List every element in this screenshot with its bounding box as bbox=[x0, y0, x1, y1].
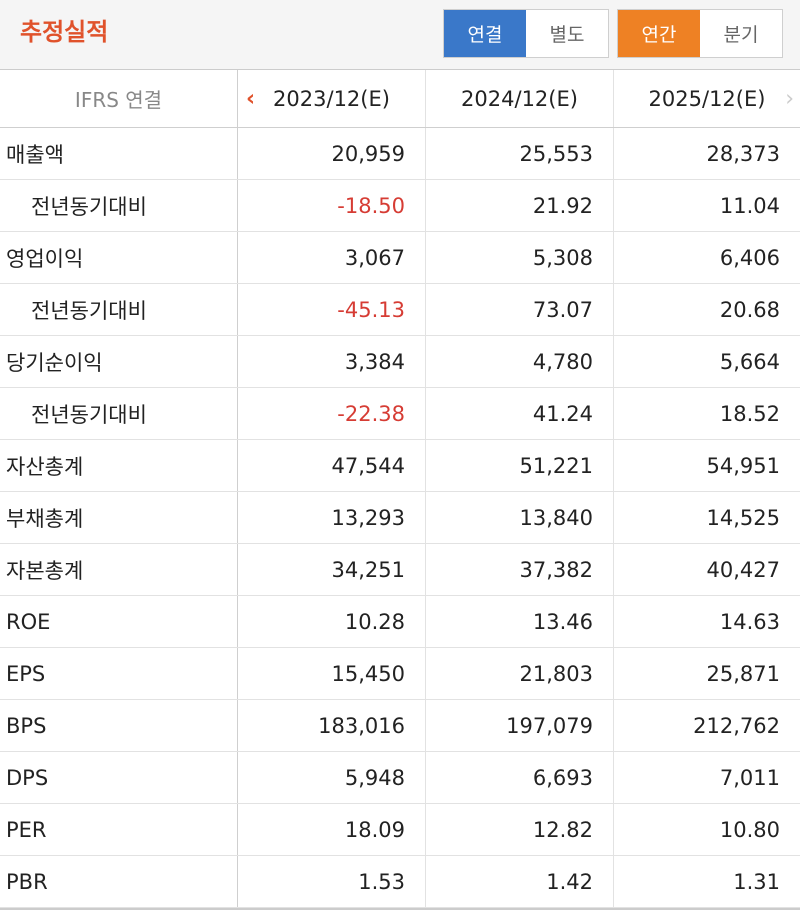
table-cell: 5,308 bbox=[426, 232, 614, 283]
table-cell: 34,251 bbox=[238, 544, 426, 595]
header-bar: 추정실적 연결 별도 연간 분기 bbox=[0, 0, 800, 70]
table-cell: 12.82 bbox=[426, 804, 614, 855]
table-cell: 183,016 bbox=[238, 700, 426, 751]
table-cell: 25,553 bbox=[426, 128, 614, 179]
table-row: PBR 1.53 1.42 1.31 bbox=[0, 856, 800, 908]
table-cell: 11.04 bbox=[719, 193, 780, 218]
table-cell: 5,948 bbox=[238, 752, 426, 803]
table-cell: 4,780 bbox=[426, 336, 614, 387]
column-header-1: ‹ 2023/12(E) bbox=[238, 70, 426, 127]
table-row: DPS 5,948 6,693 7,011 bbox=[0, 752, 800, 804]
table-cell: 15,450 bbox=[238, 648, 426, 699]
table-cell: 7,011 bbox=[719, 765, 780, 790]
table-row: 자본총계 34,251 37,382 40,427 bbox=[0, 544, 800, 596]
row-label: 자산총계 bbox=[0, 440, 238, 491]
row-label: PER bbox=[0, 804, 238, 855]
table-cell: 14,525 bbox=[706, 505, 780, 530]
row-label: 매출액 bbox=[0, 128, 238, 179]
table-row: BPS 183,016 197,079 212,762 bbox=[0, 700, 800, 752]
table-row: 당기순이익 3,384 4,780 5,664 bbox=[0, 336, 800, 388]
row-label: DPS bbox=[0, 752, 238, 803]
table-cell: 1.31 bbox=[733, 869, 780, 894]
column-header-3: 2025/12(E) › bbox=[614, 70, 800, 127]
table-cell: 18.52 bbox=[719, 401, 780, 426]
row-label: 전년동기대비 bbox=[0, 284, 238, 335]
column-header-label: 2024/12(E) bbox=[461, 86, 578, 111]
row-label: 영업이익 bbox=[0, 232, 238, 283]
row-label: 전년동기대비 bbox=[0, 180, 238, 231]
table-cell: 6,406 bbox=[719, 245, 780, 270]
table-cell: 73.07 bbox=[426, 284, 614, 335]
table-cell: 40,427 bbox=[706, 557, 780, 582]
period-toggle: 연간 분기 bbox=[617, 9, 783, 58]
row-label: EPS bbox=[0, 648, 238, 699]
column-header-2: 2024/12(E) bbox=[426, 70, 614, 127]
table-cell: 1.42 bbox=[426, 856, 614, 907]
table-row: 자산총계 47,544 51,221 54,951 bbox=[0, 440, 800, 492]
table-row: 전년동기대비 -22.38 41.24 18.52 bbox=[0, 388, 800, 440]
quarterly-button[interactable]: 분기 bbox=[700, 10, 782, 57]
table-cell: 28,373 bbox=[706, 141, 780, 166]
table-row: 영업이익 3,067 5,308 6,406 bbox=[0, 232, 800, 284]
table-cell: -45.13 bbox=[238, 284, 426, 335]
consolidated-button[interactable]: 연결 bbox=[444, 10, 526, 57]
column-header-label: 2025/12(E) bbox=[648, 86, 766, 111]
table-cell: 3,384 bbox=[238, 336, 426, 387]
table-cell: 20.68 bbox=[719, 297, 780, 322]
table-cell: 13,840 bbox=[426, 492, 614, 543]
table-cell: 3,067 bbox=[238, 232, 426, 283]
table-cell: 54,951 bbox=[706, 453, 780, 478]
row-label: BPS bbox=[0, 700, 238, 751]
table-cell: 212,762 bbox=[693, 713, 780, 738]
table-cell: 13,293 bbox=[238, 492, 426, 543]
table-cell: 6,693 bbox=[426, 752, 614, 803]
table-cell: 21,803 bbox=[426, 648, 614, 699]
column-header-label: 2023/12(E) bbox=[273, 86, 390, 111]
table-cell: 1.53 bbox=[238, 856, 426, 907]
table-cell: 47,544 bbox=[238, 440, 426, 491]
row-label: PBR bbox=[0, 856, 238, 907]
separate-button[interactable]: 별도 bbox=[526, 10, 608, 57]
table-row: 부채총계 13,293 13,840 14,525 bbox=[0, 492, 800, 544]
annual-button[interactable]: 연간 bbox=[618, 10, 700, 57]
row-label: 전년동기대비 bbox=[0, 388, 238, 439]
table-cell: 14.63 bbox=[719, 609, 780, 634]
table-cell: 51,221 bbox=[426, 440, 614, 491]
chevron-right-icon[interactable]: › bbox=[785, 86, 794, 111]
table-cell: 41.24 bbox=[426, 388, 614, 439]
estimates-table: IFRS 연결 ‹ 2023/12(E) 2024/12(E) 2025/12(… bbox=[0, 70, 800, 908]
row-label: 당기순이익 bbox=[0, 336, 238, 387]
table-bottom-border bbox=[0, 908, 800, 910]
row-label: ROE bbox=[0, 596, 238, 647]
table-row: PER 18.09 12.82 10.80 bbox=[0, 804, 800, 856]
table-cell: -18.50 bbox=[238, 180, 426, 231]
table-cell: 197,079 bbox=[426, 700, 614, 751]
table-cell: 13.46 bbox=[426, 596, 614, 647]
table-row: 전년동기대비 -45.13 73.07 20.68 bbox=[0, 284, 800, 336]
table-cell: 37,382 bbox=[426, 544, 614, 595]
table-cell: 20,959 bbox=[238, 128, 426, 179]
table-cell: 18.09 bbox=[238, 804, 426, 855]
chevron-left-icon[interactable]: ‹ bbox=[246, 86, 256, 111]
header-label: IFRS 연결 bbox=[0, 70, 238, 127]
row-label: 자본총계 bbox=[0, 544, 238, 595]
table-cell: 10.28 bbox=[238, 596, 426, 647]
table-row: ROE 10.28 13.46 14.63 bbox=[0, 596, 800, 648]
table-header: IFRS 연결 ‹ 2023/12(E) 2024/12(E) 2025/12(… bbox=[0, 70, 800, 128]
table-cell: 21.92 bbox=[426, 180, 614, 231]
table-row: 매출액 20,959 25,553 28,373 bbox=[0, 128, 800, 180]
basis-toggle: 연결 별도 bbox=[443, 9, 609, 58]
table-cell: 5,664 bbox=[719, 349, 780, 374]
table-cell: 25,871 bbox=[706, 661, 780, 686]
table-row: 전년동기대비 -18.50 21.92 11.04 bbox=[0, 180, 800, 232]
table-row: EPS 15,450 21,803 25,871 bbox=[0, 648, 800, 700]
table-cell: -22.38 bbox=[238, 388, 426, 439]
row-label: 부채총계 bbox=[0, 492, 238, 543]
section-title: 추정실적 bbox=[20, 18, 109, 46]
table-cell: 10.80 bbox=[719, 817, 780, 842]
